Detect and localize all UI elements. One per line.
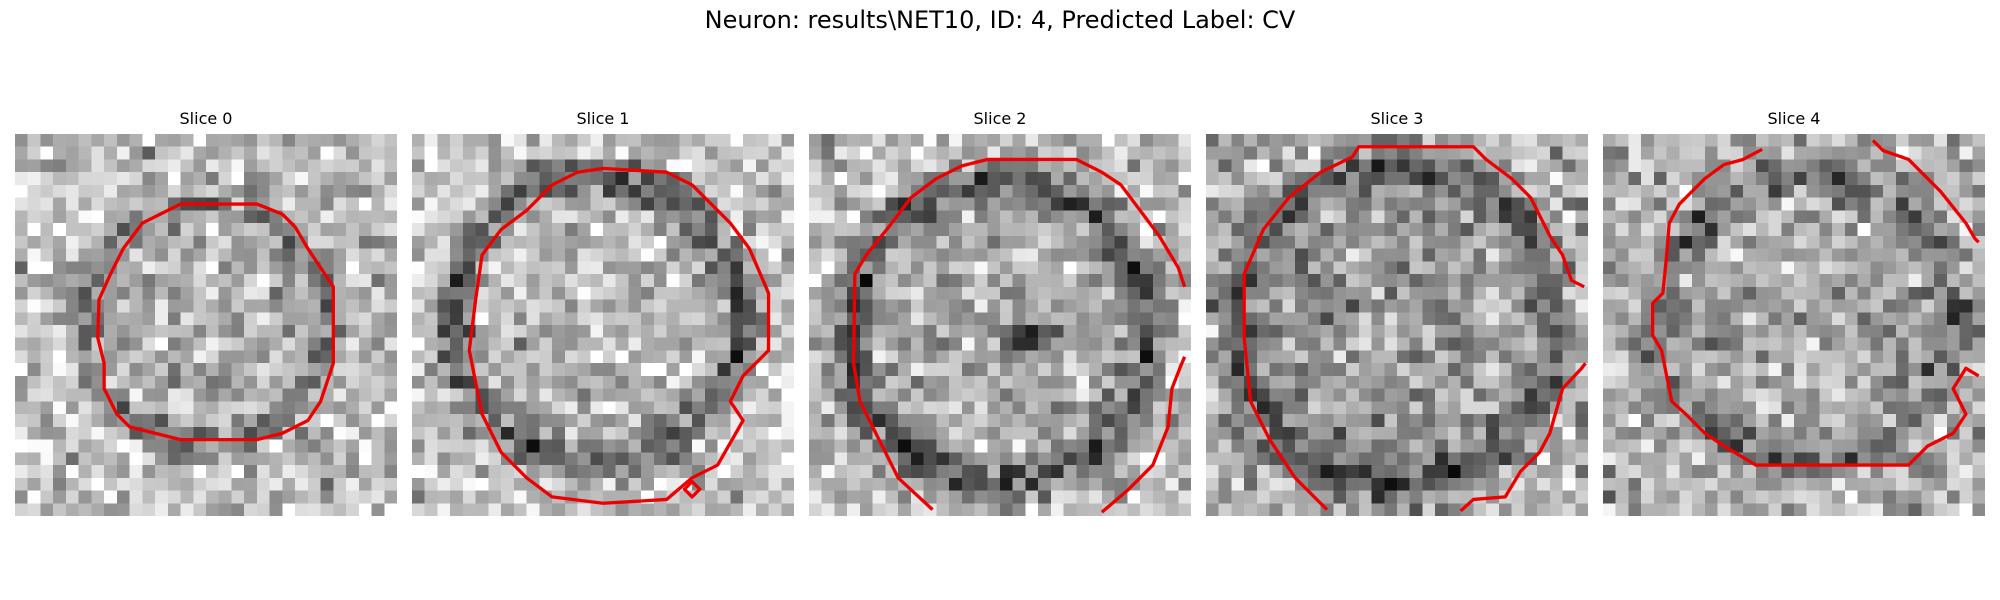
- pixel-grid: [1206, 134, 1588, 516]
- contour-line: [1242, 145, 1585, 511]
- contour-line: [1100, 356, 1187, 514]
- slice-title-2: Slice 2: [973, 109, 1027, 128]
- contour-line: [851, 157, 1187, 511]
- slice-title-4: Slice 4: [1767, 109, 1821, 128]
- slice-title-0: Slice 0: [179, 109, 233, 128]
- pixel-grid: [809, 134, 1191, 516]
- pixel-grid: [1603, 134, 1985, 516]
- slice-title-3: Slice 3: [1370, 109, 1424, 128]
- slice-image-1: [412, 134, 794, 516]
- slice-image-4: [1603, 134, 1985, 516]
- slice-panel-2: Slice 2: [809, 108, 1191, 524]
- slice-panel-1: Slice 1: [412, 108, 794, 524]
- contour-line: [467, 166, 771, 505]
- slice-panel-0: Slice 0: [15, 108, 397, 524]
- contour-line: [1651, 147, 1980, 467]
- slice-title-1: Slice 1: [576, 109, 630, 128]
- slice-image-2: [809, 134, 1191, 516]
- figure-title: Neuron: results\NET10, ID: 4, Predicted …: [704, 6, 1296, 34]
- slice-image-0: [15, 134, 397, 516]
- slice-panel-4: Slice 4: [1603, 108, 1985, 524]
- contour-line: [1459, 362, 1587, 513]
- slice-image-3: [1206, 134, 1588, 516]
- pixel-grid: [15, 134, 397, 516]
- pixel-grid: [412, 134, 794, 516]
- contour-marker: [682, 479, 702, 499]
- contour-line: [96, 202, 335, 442]
- contour-line: [1871, 139, 1980, 244]
- slice-panel-3: Slice 3: [1206, 108, 1588, 524]
